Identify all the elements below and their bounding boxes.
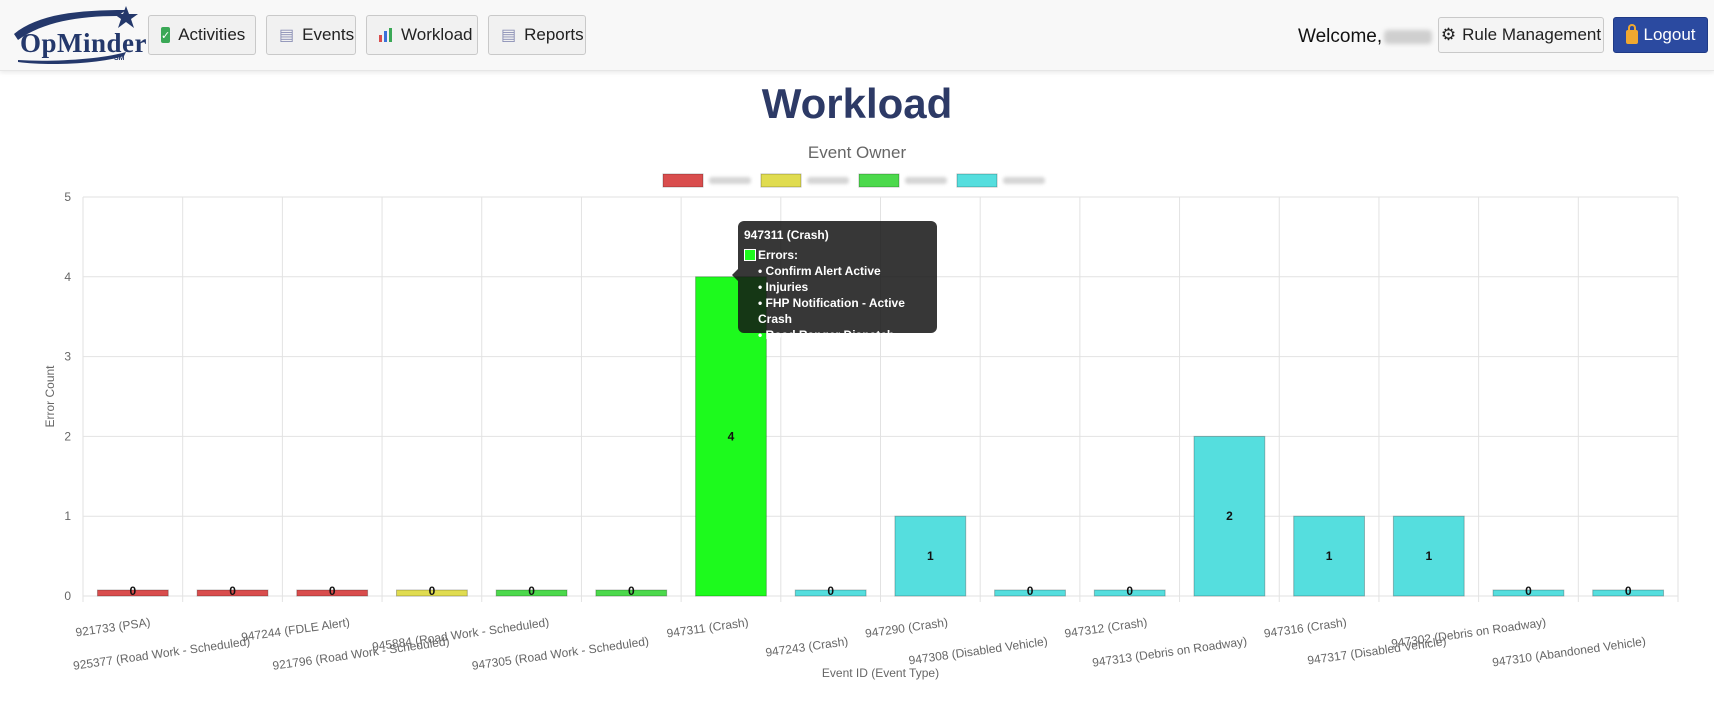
bar-data-label: 0	[1126, 584, 1133, 598]
tooltip-swatch	[744, 249, 756, 261]
logo-swoosh-icon	[14, 6, 138, 64]
legend-swatch	[956, 173, 998, 188]
welcome-label: Welcome,	[1298, 26, 1383, 47]
bar-data-label: 0	[429, 584, 436, 598]
bar-data-label: 0	[628, 584, 635, 598]
x-tick-label: 947310 (Abandoned Vehicle)	[1491, 634, 1646, 669]
bar-data-label: 0	[1027, 584, 1034, 598]
tooltip-item: • Confirm Alert Active	[758, 264, 881, 278]
chart-title: Event Owner	[807, 143, 907, 162]
legend-label-blurred	[1003, 177, 1045, 184]
bar	[96, 589, 169, 597]
activities-button[interactable]: ✓ Activities	[148, 15, 256, 55]
x-tick-label: 947302 (Debris on Roadway)	[1390, 615, 1547, 651]
bar	[794, 589, 867, 597]
x-tick-label: 947316 (Crash)	[1263, 615, 1348, 640]
bar-data-label: 0	[1625, 584, 1632, 598]
bar-data-label: 0	[329, 584, 336, 598]
bar-data-label: 4	[728, 429, 735, 443]
activities-label: Activities	[178, 25, 246, 44]
legend-label-blurred	[807, 177, 849, 184]
bar	[396, 589, 468, 597]
username-blurred	[1384, 29, 1433, 44]
y-tick-label: 5	[64, 190, 71, 204]
gear-icon: ⚙	[1440, 25, 1457, 44]
bar	[595, 589, 668, 597]
tooltip-item: • FHP Notification - Active Crash	[758, 296, 905, 326]
legend-swatch	[760, 173, 802, 188]
tooltip-item: • Road Ranger Dispatch	[758, 328, 895, 342]
x-tick-label: 947311 (Crash)	[666, 615, 750, 640]
events-label: Events	[302, 25, 355, 44]
bar-data-label: 1	[1326, 549, 1333, 563]
logout-label: Logout	[1643, 25, 1696, 44]
bar-data-label: 0	[130, 584, 137, 598]
y-tick-label: 0	[64, 589, 71, 603]
page-title: Workload	[761, 80, 953, 127]
reports-button[interactable]: ▤ Reports	[488, 15, 586, 55]
bar-data-label: 1	[927, 549, 934, 563]
x-tick-label: 947244 (FDLE Alert)	[240, 615, 350, 644]
tooltip-label: Errors:	[758, 248, 799, 262]
x-tick-label: 947305 (Road Work - Scheduled)	[471, 634, 650, 673]
bar-data-label: 1	[1425, 549, 1432, 563]
bar-data-label: 0	[827, 584, 834, 598]
legend-label-blurred	[905, 177, 947, 184]
report-icon: ▤	[501, 27, 517, 44]
document-icon: ▤	[279, 27, 295, 44]
y-axis-title: Error Count	[43, 365, 57, 428]
bar	[1492, 589, 1565, 597]
opminder-logo[interactable]: OpMinder SM	[8, 4, 147, 64]
bar	[1193, 435, 1266, 597]
logo-sm-mark: SM	[114, 55, 125, 62]
x-tick-label: 947308 (Disabled Vehicle)	[908, 634, 1049, 667]
x-axis-title: Event ID (Event Type)	[822, 666, 939, 680]
welcome-text: Welcome,	[1298, 26, 1433, 48]
bar-chart-icon	[379, 27, 393, 43]
bar	[196, 589, 269, 597]
x-tick-label: 947290 (Crash)	[864, 615, 949, 640]
bar	[1093, 589, 1166, 597]
logo-text: OpMinder	[20, 28, 148, 58]
x-tick-label: 925377 (Road Work - Scheduled)	[72, 634, 251, 673]
x-tick-label: 945884 (Road Work - Scheduled)	[371, 615, 550, 654]
x-tick-label: 947312 (Crash)	[1064, 615, 1149, 640]
bar	[495, 589, 568, 597]
logout-button[interactable]: Logout	[1613, 17, 1708, 53]
tooltip-title: 947311 (Crash)	[744, 228, 829, 242]
bar	[1592, 589, 1665, 597]
top-navbar: OpMinder SM ✓ Activities ▤ Events Worklo…	[0, 0, 1714, 71]
bar	[894, 515, 967, 597]
y-tick-label: 4	[64, 270, 71, 284]
lock-icon	[1625, 24, 1638, 44]
legend-swatch	[662, 173, 704, 188]
x-tick-label: 947243 (Crash)	[765, 634, 850, 659]
reports-label: Reports	[524, 25, 584, 44]
workload-bar-chart: 0 1 2 3 4 5 0 0 0 0 0 0 4 0 1 0 0 2 1 1 0 0 921733 (PSA)925377…	[43, 173, 1679, 680]
legend-swatch	[858, 173, 900, 188]
rule-management-label: Rule Management	[1462, 25, 1602, 44]
bar	[994, 589, 1066, 597]
y-tick-label: 2	[64, 429, 71, 443]
x-tick-label: 947313 (Debris on Roadway)	[1091, 634, 1248, 670]
bar-data-label: 2	[1226, 509, 1233, 523]
events-button[interactable]: ▤ Events	[266, 15, 356, 55]
y-tick-label: 1	[64, 509, 71, 523]
rule-management-button[interactable]: ⚙ Rule Management	[1438, 17, 1604, 53]
workload-label: Workload	[401, 25, 473, 44]
legend-label-blurred	[709, 177, 751, 184]
y-tick-label: 3	[64, 350, 71, 364]
workload-button[interactable]: Workload	[366, 15, 478, 55]
bar	[1293, 515, 1365, 597]
tooltip-item: • Injuries	[758, 280, 809, 294]
bar-data-label: 0	[229, 584, 236, 598]
check-icon: ✓	[161, 27, 171, 43]
bar	[296, 589, 369, 597]
bar-data-label: 0	[528, 584, 535, 598]
bar	[1392, 515, 1465, 597]
chart-tooltip: 947311 (Crash) Errors: • Confirm Alert A…	[732, 221, 937, 342]
x-tick-label: 921733 (PSA)	[75, 615, 152, 639]
bar-data-label: 0	[1525, 584, 1532, 598]
